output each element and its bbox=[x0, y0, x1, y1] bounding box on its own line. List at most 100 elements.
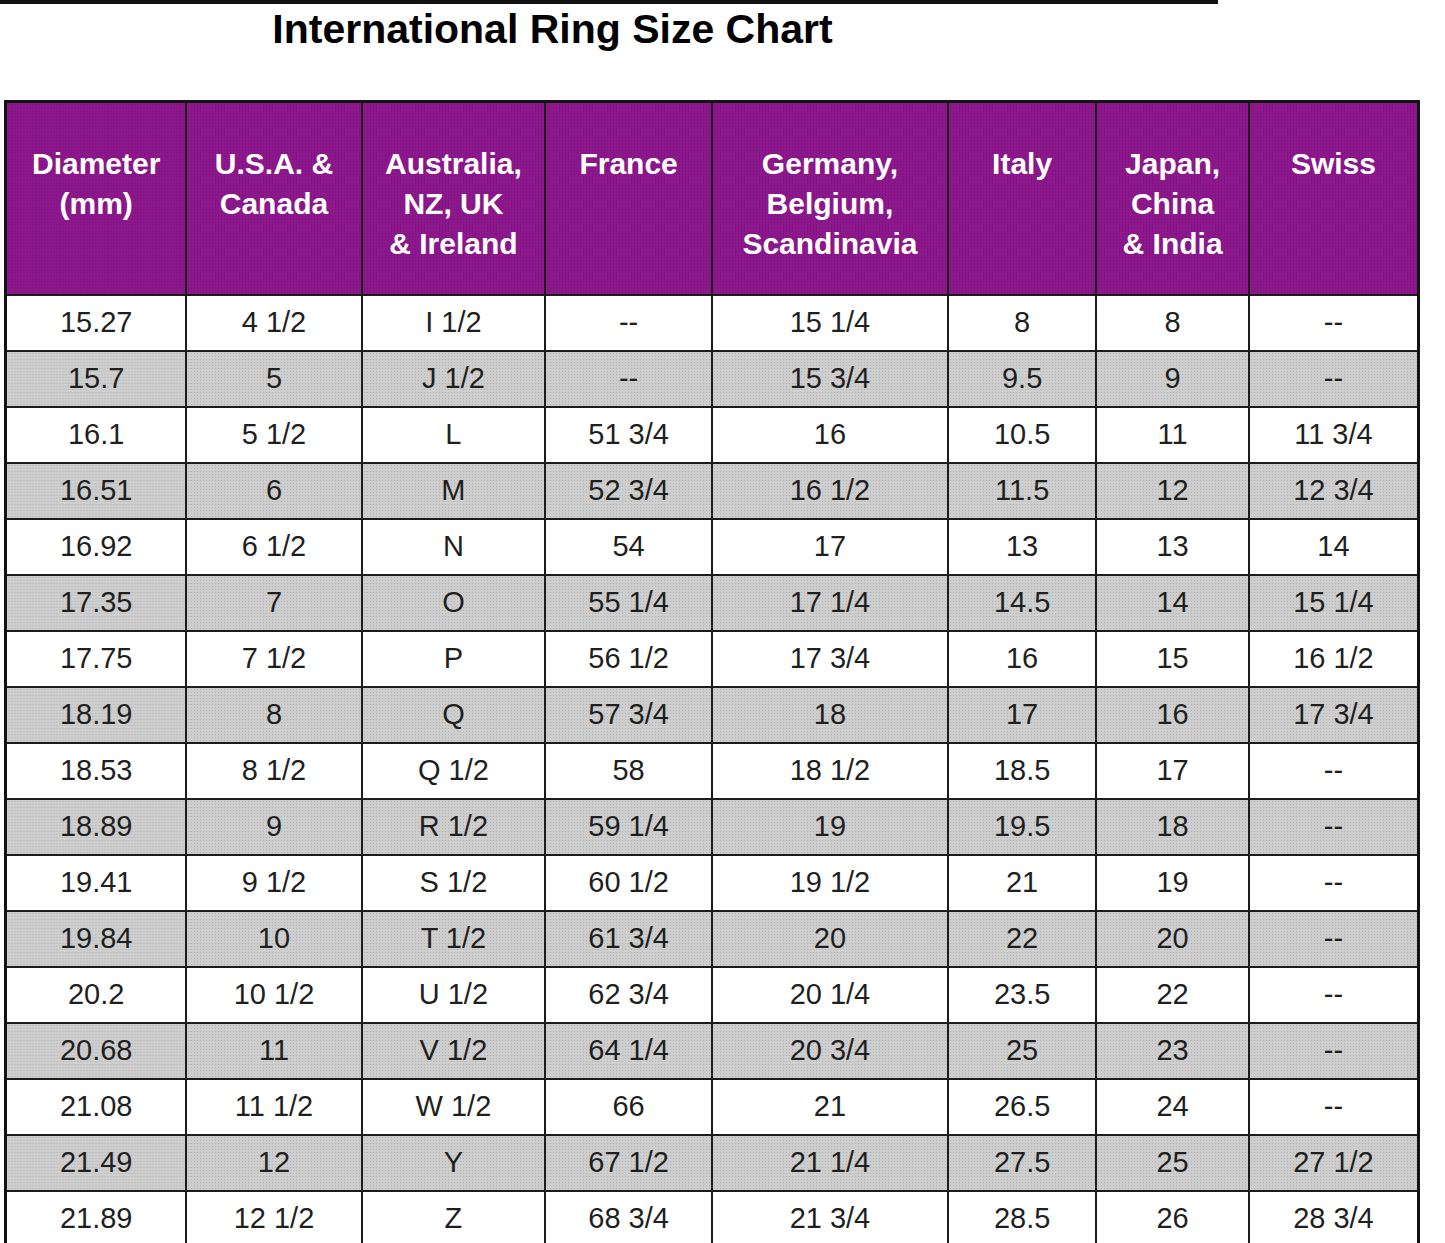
table-cell: 21 bbox=[712, 1079, 948, 1135]
table-cell: 20 3/4 bbox=[712, 1023, 948, 1079]
table-row: 20.6811V 1/264 1/420 3/42523-- bbox=[6, 1023, 1419, 1079]
table-cell: 12 bbox=[1096, 463, 1249, 519]
table-header: Diameter (mm) U.S.A. & Canada Australia,… bbox=[6, 102, 1419, 295]
table-cell: V 1/2 bbox=[362, 1023, 546, 1079]
table-row: 16.926 1/2N5417131314 bbox=[6, 519, 1419, 575]
table-cell: -- bbox=[1249, 1079, 1419, 1135]
table-cell: 52 3/4 bbox=[545, 463, 712, 519]
table-cell: -- bbox=[1249, 351, 1419, 407]
table-cell: 17 3/4 bbox=[712, 631, 948, 687]
table-cell: 16 bbox=[948, 631, 1096, 687]
table-cell: 15 bbox=[1096, 631, 1249, 687]
table-cell: Z bbox=[362, 1191, 546, 1243]
table-cell: 15 3/4 bbox=[712, 351, 948, 407]
header-germany-belgium-scandinavia: Germany, Belgium, Scandinavia bbox=[712, 102, 948, 295]
table-cell: 21 3/4 bbox=[712, 1191, 948, 1243]
table-cell: 58 bbox=[545, 743, 712, 799]
table-cell: 9 bbox=[1096, 351, 1249, 407]
table-cell: 11 bbox=[1096, 407, 1249, 463]
table-cell: 22 bbox=[1096, 967, 1249, 1023]
table-row: 18.198Q57 3/418171617 3/4 bbox=[6, 687, 1419, 743]
table-cell: 22 bbox=[948, 911, 1096, 967]
table-cell: 59 1/4 bbox=[545, 799, 712, 855]
table-cell: 9.5 bbox=[948, 351, 1096, 407]
table-cell: N bbox=[362, 519, 546, 575]
table-cell: L bbox=[362, 407, 546, 463]
table-cell: J 1/2 bbox=[362, 351, 546, 407]
table-cell: 28 3/4 bbox=[1249, 1191, 1419, 1243]
table-cell: 21.49 bbox=[6, 1135, 187, 1191]
table-cell: 25 bbox=[948, 1023, 1096, 1079]
table-cell: -- bbox=[545, 351, 712, 407]
header-diameter-mm: Diameter (mm) bbox=[6, 102, 187, 295]
table-cell: 15 1/4 bbox=[712, 295, 948, 351]
header-japan-china-india: Japan, China & India bbox=[1096, 102, 1249, 295]
table-cell: 4 1/2 bbox=[186, 295, 361, 351]
table-cell: 61 3/4 bbox=[545, 911, 712, 967]
table-cell: 16 bbox=[712, 407, 948, 463]
table-cell: 12 1/2 bbox=[186, 1191, 361, 1243]
table-cell: 15.27 bbox=[6, 295, 187, 351]
table-cell: 20 bbox=[1096, 911, 1249, 967]
table-cell: M bbox=[362, 463, 546, 519]
header-usa-canada: U.S.A. & Canada bbox=[186, 102, 361, 295]
table-cell: 17 bbox=[1096, 743, 1249, 799]
table-cell: Q bbox=[362, 687, 546, 743]
table-cell: 9 bbox=[186, 799, 361, 855]
top-border-bar bbox=[0, 0, 1218, 4]
table-row: 19.8410T 1/261 3/4202220-- bbox=[6, 911, 1419, 967]
table-cell: -- bbox=[1249, 743, 1419, 799]
table-cell: 18.5 bbox=[948, 743, 1096, 799]
table-cell: 8 bbox=[948, 295, 1096, 351]
table-cell: 12 bbox=[186, 1135, 361, 1191]
table-cell: 68 3/4 bbox=[545, 1191, 712, 1243]
table-cell: 8 bbox=[186, 687, 361, 743]
table-cell: 15.7 bbox=[6, 351, 187, 407]
table-cell: Q 1/2 bbox=[362, 743, 546, 799]
table-cell: 23.5 bbox=[948, 967, 1096, 1023]
table-cell: 17 bbox=[948, 687, 1096, 743]
table-cell: 56 1/2 bbox=[545, 631, 712, 687]
header-australia-nz-uk-ireland: Australia, NZ, UK & Ireland bbox=[362, 102, 546, 295]
table-cell: 25 bbox=[1096, 1135, 1249, 1191]
table-cell: T 1/2 bbox=[362, 911, 546, 967]
header-swiss: Swiss bbox=[1249, 102, 1419, 295]
table-cell: 11.5 bbox=[948, 463, 1096, 519]
table-row: 20.210 1/2U 1/262 3/420 1/423.522-- bbox=[6, 967, 1419, 1023]
table-cell: 7 1/2 bbox=[186, 631, 361, 687]
table-cell: U 1/2 bbox=[362, 967, 546, 1023]
header-row: Diameter (mm) U.S.A. & Canada Australia,… bbox=[6, 102, 1419, 295]
table-cell: -- bbox=[1249, 799, 1419, 855]
table-cell: 20.2 bbox=[6, 967, 187, 1023]
table-cell: 67 1/2 bbox=[545, 1135, 712, 1191]
table-cell: 6 1/2 bbox=[186, 519, 361, 575]
table-cell: 16.1 bbox=[6, 407, 187, 463]
table-row: 18.538 1/2Q 1/25818 1/218.517-- bbox=[6, 743, 1419, 799]
table-cell: 19.5 bbox=[948, 799, 1096, 855]
table-cell: -- bbox=[1249, 1023, 1419, 1079]
table-cell: Y bbox=[362, 1135, 546, 1191]
table-cell: 23 bbox=[1096, 1023, 1249, 1079]
table-cell: -- bbox=[1249, 967, 1419, 1023]
table-cell: 13 bbox=[948, 519, 1096, 575]
table-cell: 21 1/4 bbox=[712, 1135, 948, 1191]
table-cell: 19 bbox=[712, 799, 948, 855]
table-cell: 28.5 bbox=[948, 1191, 1096, 1243]
table-cell: 7 bbox=[186, 575, 361, 631]
table-row: 21.0811 1/2W 1/2662126.524-- bbox=[6, 1079, 1419, 1135]
table-cell: 54 bbox=[545, 519, 712, 575]
table-body: 15.274 1/2I 1/2--15 1/488--15.75J 1/2--1… bbox=[6, 295, 1419, 1243]
table-cell: 18.89 bbox=[6, 799, 187, 855]
table-cell: 16.92 bbox=[6, 519, 187, 575]
table-cell: 21.89 bbox=[6, 1191, 187, 1243]
table-cell: O bbox=[362, 575, 546, 631]
table-cell: S 1/2 bbox=[362, 855, 546, 911]
table-cell: 51 3/4 bbox=[545, 407, 712, 463]
table-cell: 8 1/2 bbox=[186, 743, 361, 799]
table-cell: 20 bbox=[712, 911, 948, 967]
table-cell: P bbox=[362, 631, 546, 687]
table-cell: 21 bbox=[948, 855, 1096, 911]
table-row: 19.419 1/2S 1/260 1/219 1/22119-- bbox=[6, 855, 1419, 911]
table-cell: 19.84 bbox=[6, 911, 187, 967]
table-cell: 16.51 bbox=[6, 463, 187, 519]
